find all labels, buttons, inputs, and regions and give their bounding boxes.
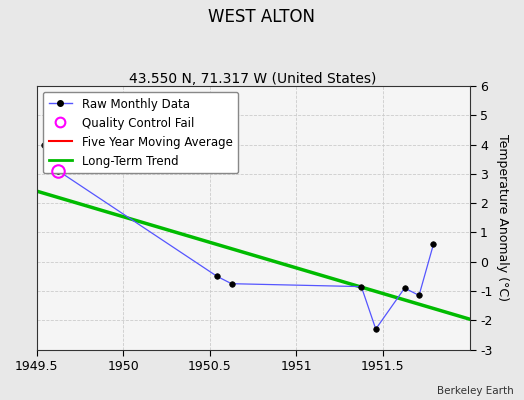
Text: Berkeley Earth: Berkeley Earth xyxy=(437,386,514,396)
Title: 43.550 N, 71.317 W (United States): 43.550 N, 71.317 W (United States) xyxy=(129,72,377,86)
Y-axis label: Temperature Anomaly (°C): Temperature Anomaly (°C) xyxy=(496,134,509,301)
Legend: Raw Monthly Data, Quality Control Fail, Five Year Moving Average, Long-Term Tren: Raw Monthly Data, Quality Control Fail, … xyxy=(42,92,238,174)
Text: WEST ALTON: WEST ALTON xyxy=(209,8,315,26)
